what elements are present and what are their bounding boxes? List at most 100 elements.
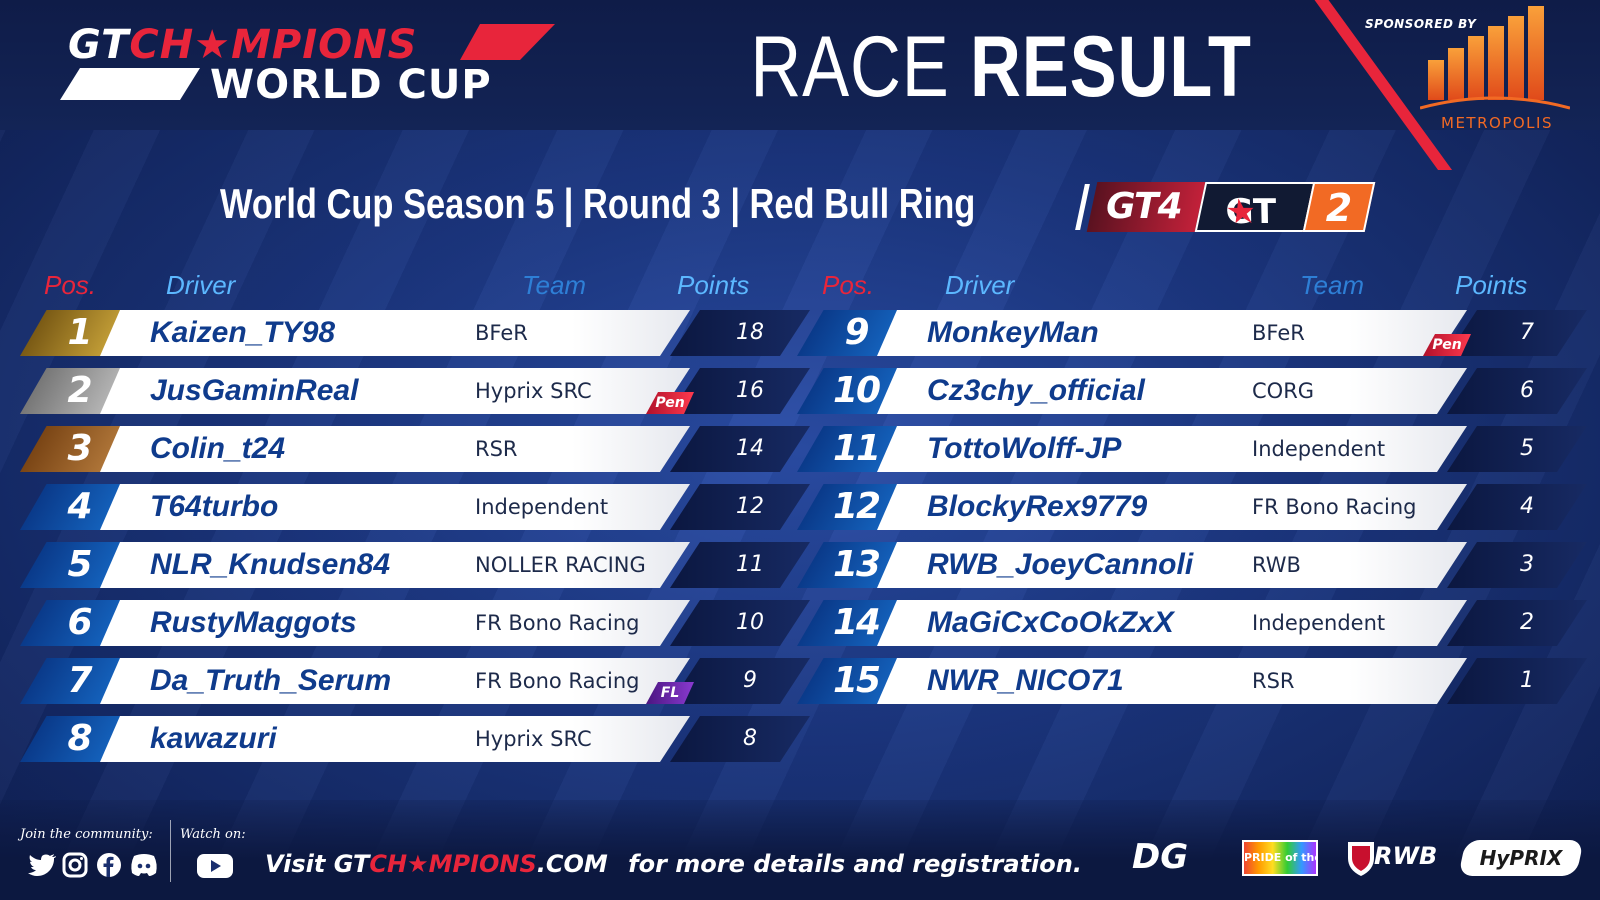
logo-champions-text: CH★MPIONS: [129, 22, 418, 68]
watch-on-label: Watch on:: [180, 827, 246, 842]
team-name: BFeR: [475, 321, 528, 345]
class-gt-badge: GT ★: [1194, 182, 1316, 232]
twitter-icon[interactable]: [28, 852, 58, 878]
title-word2: RESULT: [970, 19, 1252, 115]
class-number-badge: 2: [1302, 182, 1376, 232]
title-word1: RACE: [750, 19, 950, 115]
partner-pride-text: PRIDE of the Dragon: [1244, 851, 1316, 864]
result-row: 13 RWB_JoeyCannoli RWB 3: [797, 542, 1587, 588]
header-team-right: Team: [1300, 270, 1365, 300]
points-value: 10: [736, 610, 764, 635]
driver-card: RWB_JoeyCannoli RWB: [877, 542, 1467, 588]
visit-tail: for more details and registration.: [628, 850, 1082, 878]
class-gt4-badge: GT4: [1086, 182, 1208, 232]
partner-logo-dg: DG: [1132, 838, 1212, 882]
driver-card: kawazuri Hyprix SRC: [100, 716, 690, 762]
youtube-icon[interactable]: [196, 852, 234, 880]
result-row: 7 Da_Truth_Serum FR Bono Racing FL 9: [20, 658, 810, 704]
team-name: RWB: [1252, 553, 1301, 577]
driver-name: MonkeyMan: [927, 316, 1099, 349]
header-points-right: Points: [1455, 270, 1528, 300]
driver-name: Kaizen_TY98: [150, 316, 336, 349]
result-row: 6 RustyMaggots FR Bono Racing 10: [20, 600, 810, 646]
result-row: 2 JusGaminReal Hyprix SRC Pen 16: [20, 368, 810, 414]
position-number: 10: [832, 370, 881, 411]
position-number: 11: [832, 428, 881, 469]
team-name: Independent: [1252, 437, 1386, 461]
team-name: NOLLER RACING: [475, 553, 646, 577]
header-points-left: Points: [677, 270, 750, 300]
website-link[interactable]: GTCH★MPIONS.COM: [334, 850, 608, 878]
driver-card: RustyMaggots FR Bono Racing: [100, 600, 690, 646]
points-value: 1: [1520, 668, 1534, 693]
logo-line2: WORLD CUP: [210, 62, 492, 108]
class-gt4-label: GT4: [1106, 186, 1182, 227]
points-value: 4: [1520, 494, 1534, 519]
result-row: 3 Colin_t24 RSR 14: [20, 426, 810, 472]
result-row: 10 Cz3chy_official CORG 6: [797, 368, 1587, 414]
points-value: 2: [1520, 610, 1534, 635]
team-name: FR Bono Racing: [475, 669, 640, 693]
position-number: 4: [67, 486, 92, 527]
partner-hyprix-text: HyPRIX: [1479, 846, 1563, 870]
position-number: 9: [844, 312, 869, 353]
team-name: RSR: [475, 437, 518, 461]
team-name: Hyprix SRC: [475, 727, 592, 751]
driver-card: JusGaminReal Hyprix SRC: [100, 368, 690, 414]
position-number: 15: [832, 660, 881, 701]
points-value: 18: [736, 320, 764, 345]
fastest-lap-badge: FL: [646, 682, 694, 704]
driver-card: Da_Truth_Serum FR Bono Racing: [100, 658, 690, 704]
footer-divider: [170, 820, 171, 882]
driver-name: kawazuri: [150, 722, 277, 755]
join-community-label: Join the community:: [20, 827, 153, 842]
page-title: RACE RESULT: [750, 18, 1251, 117]
class-badge: GT4 GT ★ 2: [1075, 182, 1380, 234]
points-value: 7: [1520, 320, 1534, 345]
penalty-badge: Pen: [1423, 334, 1471, 356]
result-row: 5 NLR_Knudsen84 NOLLER RACING 11: [20, 542, 810, 588]
position-number: 8: [67, 718, 92, 759]
logo-swoosh: [60, 24, 555, 100]
driver-card: NWR_NICO71 RSR: [877, 658, 1467, 704]
sponsor-label: SPONSORED BY: [1365, 17, 1477, 31]
driver-card: Kaizen_TY98 BFeR: [100, 310, 690, 356]
driver-name: RWB_JoeyCannoli: [927, 548, 1194, 581]
facebook-icon[interactable]: [96, 852, 122, 878]
partner-logo-rwb: RWB: [1346, 838, 1442, 878]
partner-rwb-text: RWB: [1374, 842, 1438, 870]
points-value: 8: [743, 726, 757, 751]
driver-name: RustyMaggots: [150, 606, 357, 639]
site-champions: CH★MPIONS: [369, 850, 537, 878]
gt-champions-logo: GTCH★MPIONS WORLD CUP: [40, 20, 570, 108]
position-number: 14: [832, 602, 881, 643]
metropolis-logo-icon: [1420, 6, 1570, 110]
team-name: Independent: [1252, 611, 1386, 635]
instagram-icon[interactable]: [62, 852, 88, 878]
result-row: 1 Kaizen_TY98 BFeR 18: [20, 310, 810, 356]
driver-name: TottoWolff-JP: [927, 432, 1122, 465]
driver-name: NLR_Knudsen84: [150, 548, 391, 581]
logo-gt-text: GT: [68, 22, 130, 68]
partner-logo-hyprix: HyPRIX: [1458, 840, 1584, 876]
team-name: FR Bono Racing: [1252, 495, 1417, 519]
result-row: 12 BlockyRex9779 FR Bono Racing 4: [797, 484, 1587, 530]
visit-word: Visit: [265, 850, 326, 878]
penalty-badge: Pen: [646, 392, 694, 414]
shield-icon: [1348, 842, 1374, 876]
partner-dg-text: DG: [1132, 837, 1189, 877]
driver-card: Cz3chy_official CORG: [877, 368, 1467, 414]
team-name: CORG: [1252, 379, 1315, 403]
header-pos-left: Pos.: [44, 270, 97, 300]
header-driver-left: Driver: [166, 270, 236, 300]
points-value: 3: [1520, 552, 1534, 577]
driver-card: MonkeyMan BFeR: [877, 310, 1467, 356]
driver-card: Colin_t24 RSR: [100, 426, 690, 472]
driver-name: BlockyRex9779: [927, 490, 1148, 523]
team-name: Independent: [475, 495, 609, 519]
footer-banner: [0, 800, 1600, 900]
header-team-left: Team: [522, 270, 587, 300]
discord-icon[interactable]: [130, 852, 158, 878]
result-row: 15 NWR_NICO71 RSR 1: [797, 658, 1587, 704]
points-value: 6: [1520, 378, 1534, 403]
